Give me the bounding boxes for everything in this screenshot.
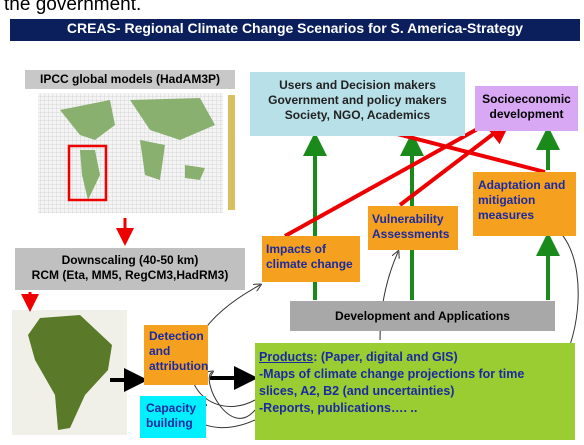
box-line: Users and Decision makers <box>250 78 465 93</box>
box-line: Products: (Paper, digital and GIS) <box>259 349 571 366</box>
development-box: Development and Applications <box>290 301 555 331</box>
box-line: -Maps of climate change projections for … <box>259 366 571 383</box>
box-line: building <box>146 416 200 431</box>
box-line: development <box>475 107 578 122</box>
box-line: Impacts of <box>266 242 356 257</box>
box-line: mitigation <box>478 193 571 208</box>
box-line: Assessments <box>372 227 454 242</box>
box-line: RCM (Eta, MM5, RegCM3,HadRM3) <box>15 268 245 283</box>
box-line: Government and policy makers <box>250 93 465 108</box>
box-line: Vulnerability <box>372 212 454 227</box>
box-line: Adaptation and <box>478 178 571 193</box>
products-box: Products: (Paper, digital and GIS) -Maps… <box>255 343 575 440</box>
products-heading: Products <box>259 350 313 364</box>
global-models-box: IPCC global models (HadAM3P) <box>25 70 235 89</box>
south-america-map <box>12 310 127 435</box>
box-line: slices, A2, B2 (and uncertainties) <box>259 383 571 400</box>
box-line: Capacity <box>146 401 200 416</box>
box-line: climate change <box>266 257 356 272</box>
downscaling-box: Downscaling (40-50 km)RCM (Eta, MM5, Reg… <box>15 248 245 290</box>
title: CREAS- Regional Climate Change Scenarios… <box>10 21 580 36</box>
world-map <box>38 93 235 213</box>
box-line: measures <box>478 208 571 223</box>
box-line: -Reports, publications…. .. <box>259 400 571 417</box>
products-heading-rest: : (Paper, digital and GIS) <box>313 350 457 364</box>
box-line: and <box>149 344 203 359</box>
page: the government. CREAS- Regional Climate … <box>0 0 584 445</box>
partial-text: the government. <box>4 0 141 16</box>
box-line: attribution <box>149 359 203 374</box>
box-line: Detection <box>149 329 203 344</box>
box-line: Society, NGO, Academics <box>250 108 465 123</box>
box-line: Socioeconomic <box>475 92 578 107</box>
box-line: Downscaling (40-50 km) <box>15 253 245 268</box>
